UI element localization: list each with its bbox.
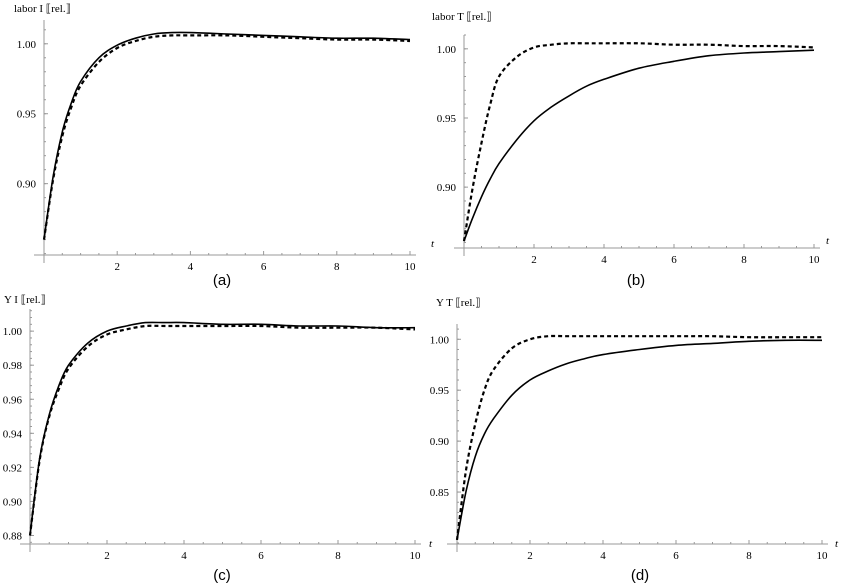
y-axis-label: labor I ⟦rel.⟧ [14,3,71,15]
series-line-solid [456,339,823,541]
y-axis-label: Y T ⟦rel.⟧ [436,297,481,309]
x-tick-label: 4 [181,550,187,562]
y-tick-label: 0.92 [3,462,22,474]
x-tick-label: 2 [114,261,120,273]
x-axis-label: t [429,538,433,550]
y-tick-label: 0.94 [3,428,23,440]
y-tick-label: 1.00 [17,39,37,51]
x-tick-label: 8 [334,261,340,273]
series-line-solid [29,321,416,536]
y-tick-label: 1.00 [430,334,450,346]
y-tick-label: 0.88 [3,530,23,542]
y-tick-label: 0.90 [430,436,450,448]
y-tick-label: 1.00 [437,44,457,56]
series-line-solid [43,31,411,240]
x-tick-label: 10 [410,550,422,562]
panel-label: (b) [627,272,645,289]
series-line-dashed [42,34,411,240]
x-tick-label: 8 [746,550,752,562]
x-axis-label: t [431,238,435,250]
panel-label: (d) [631,567,649,584]
series-line-dashed [455,334,822,541]
y-tick-label: 0.96 [3,394,23,406]
y-tick-label: 0.90 [437,182,457,194]
x-tick-label: 2 [527,550,533,562]
x-tick-label: 6 [673,550,679,562]
y-tick-label: 0.95 [430,385,450,397]
x-tick-label: 2 [531,254,537,266]
y-tick-label: 1.00 [3,326,23,338]
y-tick-label: 0.98 [3,360,23,372]
x-tick-label: 6 [258,550,264,562]
y-tick-label: 0.85 [430,487,450,499]
x-axis-label: t [835,538,839,550]
x-tick-label: 10 [817,550,829,562]
panel-a: 2 4 6 8 10 0.90 0.95 1.00 labor I ⟦rel.⟧ t (a) [14,3,435,289]
x-tick-label: 4 [601,254,607,266]
x-tick-label: 4 [188,261,194,273]
y-tick-label: 0.95 [437,113,457,125]
y-tick-label: 0.90 [17,179,37,191]
panel-b: 2 4 6 8 10 0.90 0.95 1.00 labor T ⟦rel.⟧ t (b) [432,11,830,289]
series-line-solid [463,49,815,242]
panel-label: (c) [213,567,231,584]
y-tick-label: 0.95 [17,109,37,121]
x-tick-label: 4 [600,550,606,562]
x-axis-label: t [826,235,830,247]
x-tick-label: 10 [405,261,417,273]
panel-c: 2 4 6 8 10 0.88 0.90 0.92 0.94 0.96 0.98 1.00 Y I ⟦r… [3,294,433,584]
y-tick-label: 0.90 [3,496,23,508]
x-tick-label: 8 [335,550,341,562]
x-tick-label: 2 [104,550,110,562]
x-tick-label: 6 [261,261,267,273]
panel-d: 2 4 6 8 10 0.85 0.90 0.95 1.00 Y T ⟦rel.⟧ t (d) [430,297,839,584]
x-tick-label: 10 [809,254,821,266]
x-tick-label: 8 [741,254,747,266]
series-line-dashed [28,324,416,536]
series-line-dashed [462,42,815,242]
panel-label: (a) [213,272,231,289]
y-axis-label: Y I ⟦rel.⟧ [4,294,46,306]
x-tick-label: 6 [671,254,677,266]
y-axis-label: labor T ⟦rel.⟧ [432,11,492,23]
